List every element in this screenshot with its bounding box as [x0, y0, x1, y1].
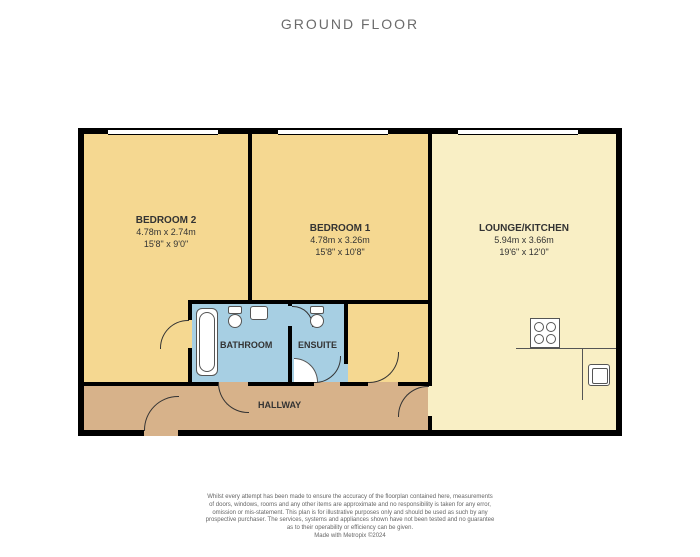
hob-ring-4 [546, 334, 556, 344]
label-hallway: HALLWAY [258, 400, 301, 410]
kitchen-sink-bowl [592, 368, 608, 384]
disclaimer-line4: prospective purchaser. The services, sys… [0, 517, 700, 525]
label-lounge: LOUNGE/KITCHEN 5.94m x 3.66m 19'6" x 12'… [464, 222, 584, 258]
hob-ring-1 [534, 322, 544, 332]
disclaimer-line6: Made with Metropix ©2024 [0, 533, 700, 541]
toilet-bath-tank [228, 306, 242, 314]
disclaimer: Whilst every attempt has been made to en… [0, 494, 700, 541]
wall-v1 [248, 134, 252, 300]
window-bed2 [108, 129, 218, 135]
outer-wall [78, 128, 622, 436]
disclaimer-line1: Whilst every attempt has been made to en… [0, 494, 700, 502]
bathtub-inner [199, 312, 215, 372]
label-bedroom1-m: 4.78m x 3.26m [280, 235, 400, 247]
label-bedroom2-ft: 15'8" x 9'0" [106, 239, 226, 251]
floor-plan: BEDROOM 2 4.78m x 2.74m 15'8" x 9'0" BED… [78, 128, 622, 436]
window-lounge [458, 129, 578, 135]
label-bedroom2-m: 4.78m x 2.74m [106, 227, 226, 239]
label-bedroom1-ft: 15'8" x 10'8" [280, 247, 400, 259]
wall-v5 [344, 304, 348, 364]
wall-h1 [188, 300, 432, 304]
disclaimer-line2: of doors, windows, rooms and any other i… [0, 502, 700, 510]
page-title: GROUND FLOOR [0, 16, 700, 32]
hob-ring-2 [546, 322, 556, 332]
label-lounge-name: LOUNGE/KITCHEN [479, 223, 569, 234]
counter-line-1 [516, 348, 616, 349]
label-bedroom1-name: BEDROOM 1 [310, 223, 371, 234]
label-ensuite: ENSUITE [298, 340, 337, 350]
window-bed1 [278, 129, 388, 135]
toilet-bath-bowl [228, 314, 242, 328]
label-bathroom: BATHROOM [220, 340, 272, 350]
label-bedroom2-name: BEDROOM 2 [136, 215, 197, 226]
label-bedroom1: BEDROOM 1 4.78m x 3.26m 15'8" x 10'8" [280, 222, 400, 258]
disclaimer-line5: as to their operability or efficiency ca… [0, 525, 700, 533]
label-bedroom2: BEDROOM 2 4.78m x 2.74m 15'8" x 9'0" [106, 214, 226, 250]
toilet-ens-tank [310, 306, 324, 314]
sink-bath [250, 306, 268, 320]
label-lounge-ft: 19'6" x 12'0" [464, 247, 584, 259]
toilet-ens-bowl [310, 314, 324, 328]
disclaimer-line3: omission or mis-statement. This plan is … [0, 510, 700, 518]
label-lounge-m: 5.94m x 3.66m [464, 235, 584, 247]
counter-line-2 [582, 348, 583, 400]
hob-ring-3 [534, 334, 544, 344]
